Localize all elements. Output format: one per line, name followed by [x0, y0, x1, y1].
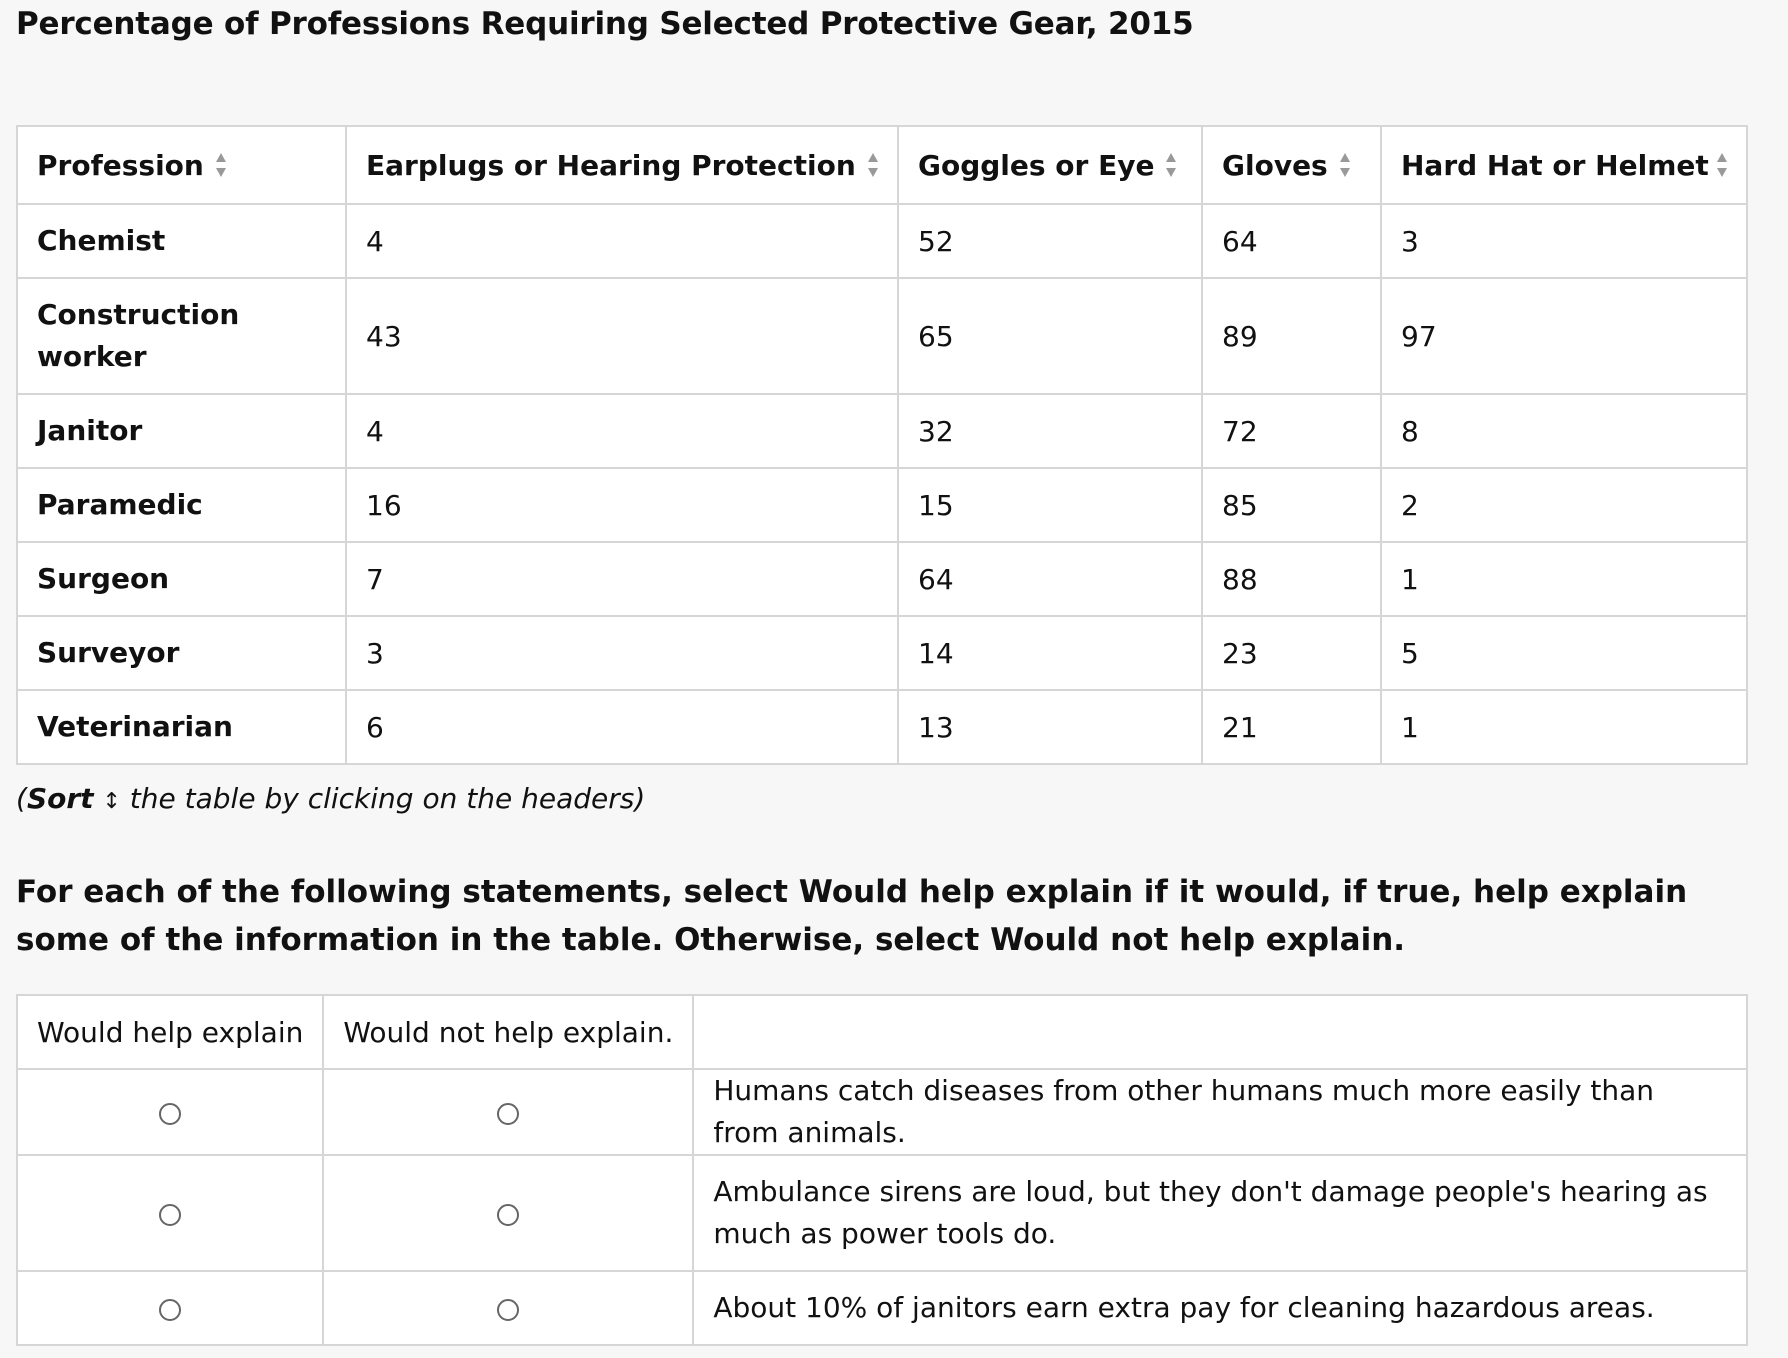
cell-hard-hat: 1 [1380, 541, 1748, 617]
col-would-help: Would help explain [15, 994, 325, 1070]
sort-hint: (Sort ↕ the table by clicking on the hea… [16, 782, 645, 815]
cell-profession: Surveyor [16, 615, 347, 691]
header-hard-hat[interactable]: Hard Hat or Helmet [1380, 125, 1748, 205]
statement-text: About 10% of janitors earn extra pay for… [692, 1270, 1748, 1346]
cell-gloves: 89 [1201, 277, 1382, 395]
sort-hint-bold: Sort [26, 782, 94, 815]
cell-hard-hat: 3 [1380, 203, 1748, 279]
cell-gloves: 72 [1201, 393, 1382, 469]
radio-would-help-2[interactable] [159, 1203, 182, 1226]
header-goggles[interactable]: Goggles or Eye [897, 125, 1203, 205]
sort-up-down-icon [1338, 150, 1352, 180]
statement-text: Humans catch diseases from other humans … [692, 1068, 1748, 1156]
header-label: Profession [37, 148, 204, 182]
table-row: Construction worker 43 65 89 97 [16, 277, 1748, 395]
radio-would-not-help-1[interactable] [497, 1102, 520, 1125]
radio-would-not-help-2[interactable] [497, 1203, 520, 1226]
radio-would-not-help-3[interactable] [497, 1298, 520, 1321]
radio-would-help-1[interactable] [159, 1102, 182, 1125]
header-profession[interactable]: Profession [16, 125, 347, 205]
cell-goggles: 64 [897, 541, 1203, 617]
cell-earplugs: 3 [345, 615, 899, 691]
header-label: Goggles or Eye [918, 148, 1155, 182]
col-statement [692, 994, 1748, 1070]
protective-gear-table: Profession Earplugs or Hearing Protectio… [16, 125, 1748, 765]
sort-up-down-icon [1715, 150, 1729, 180]
sort-hint-text: the table by clicking on the headers) [120, 782, 646, 815]
sort-up-down-icon [214, 150, 228, 180]
radio-cell-not-help [322, 1154, 695, 1272]
table-header-row: Profession Earplugs or Hearing Protectio… [16, 125, 1748, 205]
header-earplugs[interactable]: Earplugs or Hearing Protection [345, 125, 899, 205]
cell-earplugs: 16 [345, 467, 899, 543]
radio-cell-not-help [322, 1068, 695, 1156]
col-would-not-help: Would not help explain. [322, 994, 695, 1070]
header-label: Hard Hat or Helmet [1401, 148, 1709, 182]
table-row: Surveyor 3 14 23 5 [16, 615, 1748, 691]
header-label: Earplugs or Hearing Protection [366, 148, 856, 182]
cell-goggles: 14 [897, 615, 1203, 691]
cell-hard-hat: 5 [1380, 615, 1748, 691]
answer-row: Ambulance sirens are loud, but they don'… [15, 1154, 1748, 1272]
cell-profession: Veterinarian [16, 689, 347, 765]
table-row: Janitor 4 32 72 8 [16, 393, 1748, 469]
cell-profession-text: Construction worker [37, 298, 240, 373]
radio-cell-help [15, 1154, 325, 1272]
answer-row: Humans catch diseases from other humans … [15, 1068, 1748, 1156]
radio-cell-help [15, 1068, 325, 1156]
page-title: Percentage of Professions Requiring Sele… [16, 6, 1194, 42]
question-instructions: For each of the following statements, se… [16, 874, 1688, 958]
table-row: Surgeon 7 64 88 1 [16, 541, 1748, 617]
cell-hard-hat: 2 [1380, 467, 1748, 543]
cell-earplugs: 7 [345, 541, 899, 617]
cell-goggles: 32 [897, 393, 1203, 469]
header-gloves[interactable]: Gloves [1201, 125, 1382, 205]
cell-hard-hat: 97 [1380, 277, 1748, 395]
cell-earplugs: 4 [345, 393, 899, 469]
cell-gloves: 85 [1201, 467, 1382, 543]
cell-gloves: 64 [1201, 203, 1382, 279]
cell-gloves: 23 [1201, 615, 1382, 691]
table-row: Veterinarian 6 13 21 1 [16, 689, 1748, 765]
cell-profession: Chemist [16, 203, 347, 279]
cell-profession: Janitor [16, 393, 347, 469]
cell-profession: Surgeon [16, 541, 347, 617]
header-label: Gloves [1222, 148, 1328, 182]
answer-header-row: Would help explain Would not help explai… [15, 994, 1748, 1070]
sort-hint-open: ( [16, 782, 27, 815]
cell-hard-hat: 8 [1380, 393, 1748, 469]
sort-up-down-icon [1164, 150, 1178, 180]
answer-table: Would help explain Would not help explai… [15, 994, 1748, 1346]
sort-arrow-icon: ↕ [102, 789, 121, 814]
cell-profession: Paramedic [16, 467, 347, 543]
cell-gloves: 21 [1201, 689, 1382, 765]
cell-earplugs: 6 [345, 689, 899, 765]
cell-earplugs: 43 [345, 277, 899, 395]
cell-goggles: 15 [897, 467, 1203, 543]
answer-row: About 10% of janitors earn extra pay for… [15, 1270, 1748, 1346]
cell-profession: Construction worker [16, 277, 347, 395]
radio-would-help-3[interactable] [159, 1298, 182, 1321]
cell-goggles: 65 [897, 277, 1203, 395]
table-row: Chemist 4 52 64 3 [16, 203, 1748, 279]
radio-cell-help [15, 1270, 325, 1346]
cell-earplugs: 4 [345, 203, 899, 279]
statement-text: Ambulance sirens are loud, but they don'… [692, 1154, 1748, 1272]
cell-hard-hat: 1 [1380, 689, 1748, 765]
cell-goggles: 52 [897, 203, 1203, 279]
radio-cell-not-help [322, 1270, 695, 1346]
cell-gloves: 88 [1201, 541, 1382, 617]
table-row: Paramedic 16 15 85 2 [16, 467, 1748, 543]
cell-goggles: 13 [897, 689, 1203, 765]
sort-up-down-icon [866, 150, 880, 180]
